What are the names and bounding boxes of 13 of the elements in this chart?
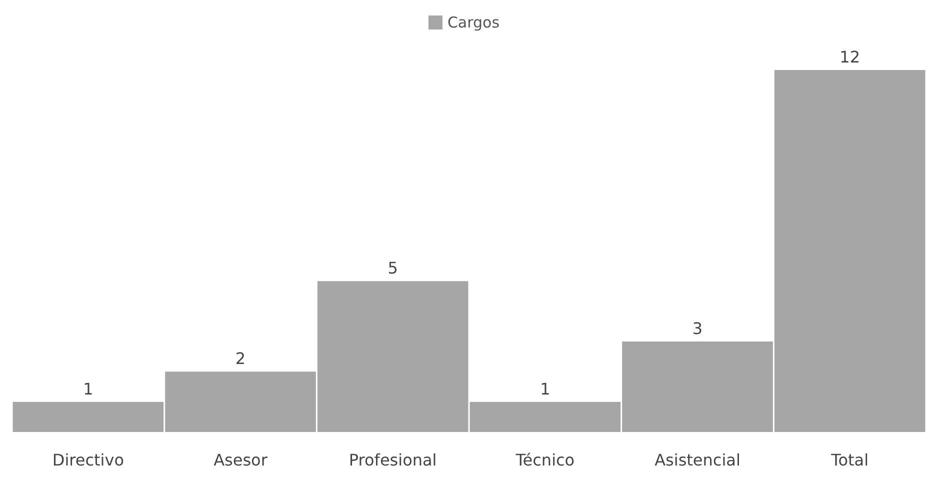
data-label: 5	[388, 258, 398, 278]
x-tick-label: Total	[830, 450, 869, 470]
data-label: 1	[83, 379, 94, 398]
x-tick-label: Profesional	[348, 450, 437, 470]
data-label: 12	[840, 48, 860, 66]
x-tick-label: Asesor	[214, 450, 268, 470]
data-label: 3	[692, 319, 703, 338]
data-label: 1	[540, 379, 550, 398]
data-label: 2	[235, 349, 246, 368]
x-tick-label: Asistencial	[654, 450, 740, 470]
x-tick-label: Directivo	[52, 450, 124, 470]
legend-label: Cargos	[447, 14, 500, 32]
x-tick-label: Técnico	[514, 450, 575, 470]
